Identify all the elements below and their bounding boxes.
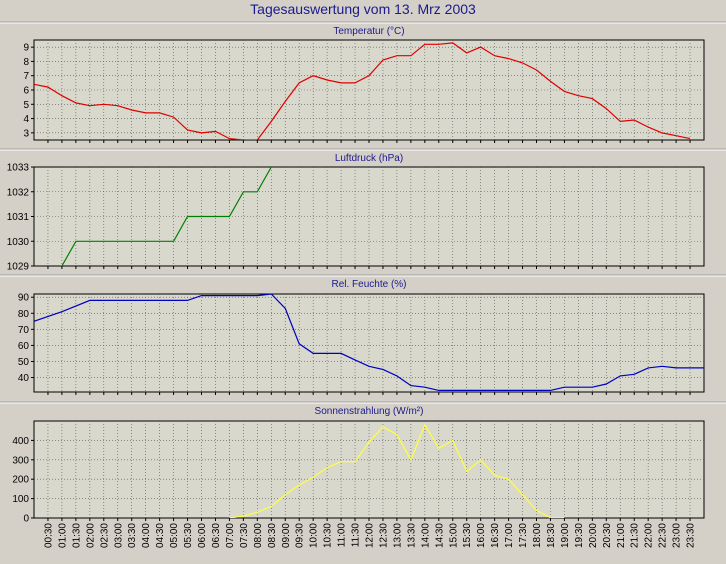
y-tick-label: 90 xyxy=(18,293,30,304)
chart-panel-2: Luftdruck (hPa) 1029 1030 1031 1032 1033 xyxy=(0,148,726,273)
y-tick-label: 6 xyxy=(23,86,29,97)
x-tick-label: 22:00 xyxy=(644,523,655,548)
x-tick-label: 15:00 xyxy=(448,523,459,548)
x-tick-label: 13:30 xyxy=(406,523,417,548)
y-tick-label: 8 xyxy=(23,57,29,68)
x-tick-label: 04:30 xyxy=(155,523,166,548)
x-tick-label: 20:30 xyxy=(602,523,613,548)
y-tick-label: 1031 xyxy=(7,212,30,223)
x-tick-label: 23:30 xyxy=(686,523,697,548)
x-tick-label: 09:30 xyxy=(295,523,306,548)
y-tick-label: 3 xyxy=(23,128,29,139)
y-tick-label: 60 xyxy=(18,341,30,352)
x-tick-label: 12:00 xyxy=(365,523,376,548)
series-line xyxy=(34,42,691,140)
y-tick-label: 7 xyxy=(23,71,29,82)
x-tick-label: 17:30 xyxy=(518,523,529,548)
x-tick-label: 19:00 xyxy=(560,523,571,548)
x-tick-label: 03:30 xyxy=(127,523,138,548)
chart-title: Temperatur (°C) xyxy=(333,26,404,37)
x-tick-label: 19:30 xyxy=(574,523,585,548)
x-tick-label: 07:30 xyxy=(239,523,250,548)
x-tick-label: 21:00 xyxy=(616,523,627,548)
y-tick-label: 5 xyxy=(23,100,29,111)
y-tick-label: 200 xyxy=(12,475,29,486)
y-tick-label: 50 xyxy=(18,357,30,368)
x-tick-label: 08:00 xyxy=(253,523,264,548)
x-tick-label: 02:00 xyxy=(85,523,96,548)
x-tick-label: 05:00 xyxy=(169,523,180,548)
y-tick-label: 1032 xyxy=(7,187,30,198)
y-tick-label: 0 xyxy=(23,514,29,525)
chart-title: Rel. Feuchte (%) xyxy=(331,279,406,290)
x-tick-label: 06:00 xyxy=(197,523,208,548)
x-tick-label: 18:30 xyxy=(546,523,557,548)
grid-lines xyxy=(34,294,704,392)
x-axis-labels: 00:30 01:00 01:30 02:00 02:30 03:00 03:30 04:00… xyxy=(43,523,696,548)
page-title: Tagesauswertung vom 13. Mrz 2003 xyxy=(250,1,476,17)
x-tick-label: 18:00 xyxy=(532,523,543,548)
x-tick-label: 02:30 xyxy=(99,523,110,548)
x-tick-label: 01:30 xyxy=(71,523,82,548)
x-tick-label: 17:00 xyxy=(504,523,515,548)
y-tick-label: 1029 xyxy=(7,262,30,273)
series-line xyxy=(34,294,704,391)
x-tick-label: 00:30 xyxy=(43,523,54,548)
y-tick-label: 400 xyxy=(12,436,29,447)
y-tick-label: 300 xyxy=(12,455,29,466)
x-tick-label: 05:30 xyxy=(183,523,194,548)
x-tick-label: 21:30 xyxy=(630,523,641,548)
x-tick-label: 07:00 xyxy=(225,523,236,548)
grid-lines xyxy=(34,421,704,518)
x-tick-label: 08:30 xyxy=(267,523,278,548)
grid-lines xyxy=(34,40,704,140)
x-tick-label: 22:30 xyxy=(658,523,669,548)
x-tick-label: 12:30 xyxy=(378,523,389,548)
chart-panel-4: Sonnenstrahlung (W/m²) 0 100 200 300 400 xyxy=(0,401,726,525)
series-line xyxy=(60,167,273,266)
y-tick-label: 9 xyxy=(23,43,29,54)
chart-panel-1: Temperatur (°C) 3 4 5 6 7 8 9 xyxy=(0,21,726,143)
x-tick-label: 14:30 xyxy=(434,523,445,548)
x-tick-label: 01:00 xyxy=(57,523,68,548)
y-tick-label: 4 xyxy=(23,114,29,125)
y-tick-label: 1030 xyxy=(7,237,30,248)
chart-title: Sonnenstrahlung (W/m²) xyxy=(315,406,424,417)
x-tick-label: 11:30 xyxy=(351,523,362,548)
x-tick-label: 16:00 xyxy=(476,523,487,548)
x-tick-label: 20:00 xyxy=(588,523,599,548)
y-tick-label: 1033 xyxy=(7,163,30,174)
x-tick-label: 11:00 xyxy=(337,523,348,548)
y-tick-label: 40 xyxy=(18,373,30,384)
x-tick-label: 23:00 xyxy=(672,523,683,548)
x-tick-label: 15:30 xyxy=(462,523,473,548)
x-tick-label: 10:00 xyxy=(309,523,320,548)
x-tick-label: 06:30 xyxy=(211,523,222,548)
y-tick-label: 70 xyxy=(18,325,30,336)
x-tick-label: 09:00 xyxy=(281,523,292,548)
y-tick-label: 80 xyxy=(18,309,30,320)
x-tick-label: 16:30 xyxy=(490,523,501,548)
x-tick-label: 04:00 xyxy=(141,523,152,548)
chart-panel-3: Rel. Feuchte (%) 40 50 60 70 80 90 xyxy=(0,274,726,395)
chart-title: Luftdruck (hPa) xyxy=(335,153,403,164)
series-line xyxy=(229,423,565,518)
x-tick-label: 14:00 xyxy=(420,523,431,548)
y-tick-label: 100 xyxy=(12,494,29,505)
x-tick-label: 03:00 xyxy=(113,523,124,548)
x-tick-label: 13:00 xyxy=(392,523,403,548)
x-tick-label: 10:30 xyxy=(323,523,334,548)
